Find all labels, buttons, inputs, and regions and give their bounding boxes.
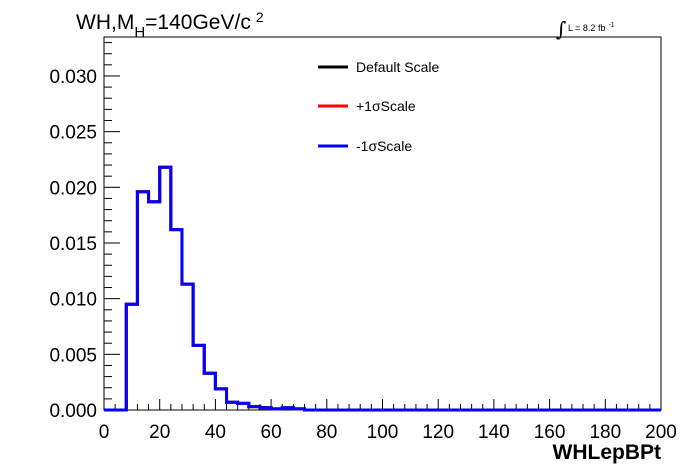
- chart-title-superscript: 2: [256, 9, 264, 25]
- y-tick-label: 0.030: [49, 67, 97, 88]
- x-tick-label: 20: [149, 422, 170, 443]
- x-tick-label: 0: [99, 422, 110, 443]
- x-tick-label: 100: [367, 422, 399, 443]
- x-tick-label: 40: [205, 422, 226, 443]
- y-tick-label: 0.015: [49, 234, 97, 255]
- y-tick-label: 0.025: [49, 123, 97, 144]
- x-axis: 0 20 40 60 80 100 120 140 160 180 200: [99, 399, 677, 443]
- x-axis-title: WHLepBPt: [553, 441, 662, 464]
- series-line-3: [104, 165, 661, 412]
- x-tick-label: 160: [534, 422, 566, 443]
- series-line-1: [104, 165, 661, 412]
- lumi-value: L = 8.2 fb: [568, 23, 605, 33]
- lumi-label: L = 8.2 fb -1: [568, 22, 615, 33]
- legend-label: Default Scale: [356, 59, 439, 75]
- x-tick-label: 180: [589, 422, 621, 443]
- series-line-2: [104, 165, 661, 412]
- lumi-superscript: -1: [608, 22, 614, 29]
- legend: Default Scale +1σScale -1σScale: [318, 59, 439, 154]
- y-tick-label: 0.010: [49, 290, 97, 311]
- chart-title-subscript: H: [134, 24, 145, 41]
- x-tick-label: 60: [261, 422, 282, 443]
- x-tick-label: 140: [478, 422, 510, 443]
- chart-title: WH,MH=140GeV/c 2: [76, 9, 264, 41]
- y-tick-label: 0.020: [49, 178, 97, 199]
- x-tick-label: 200: [645, 422, 677, 443]
- legend-label: -1σScale: [356, 138, 412, 154]
- lumi-integral-sign: ∫: [556, 17, 566, 41]
- chart-title-rest: =140GeV/c: [145, 11, 251, 34]
- chart-title-main: WH,M: [76, 11, 134, 34]
- y-tick-label: 0.000: [49, 401, 97, 422]
- x-tick-label: 120: [422, 422, 454, 443]
- x-tick-label: 80: [316, 422, 337, 443]
- histogram-series: [104, 165, 661, 412]
- y-axis: 0.000 0.005 0.010 0.015 0.020 0.025 0.030: [49, 42, 120, 422]
- legend-label: +1σScale: [356, 98, 416, 114]
- y-tick-label: 0.005: [49, 345, 97, 366]
- plot-frame: [103, 36, 662, 411]
